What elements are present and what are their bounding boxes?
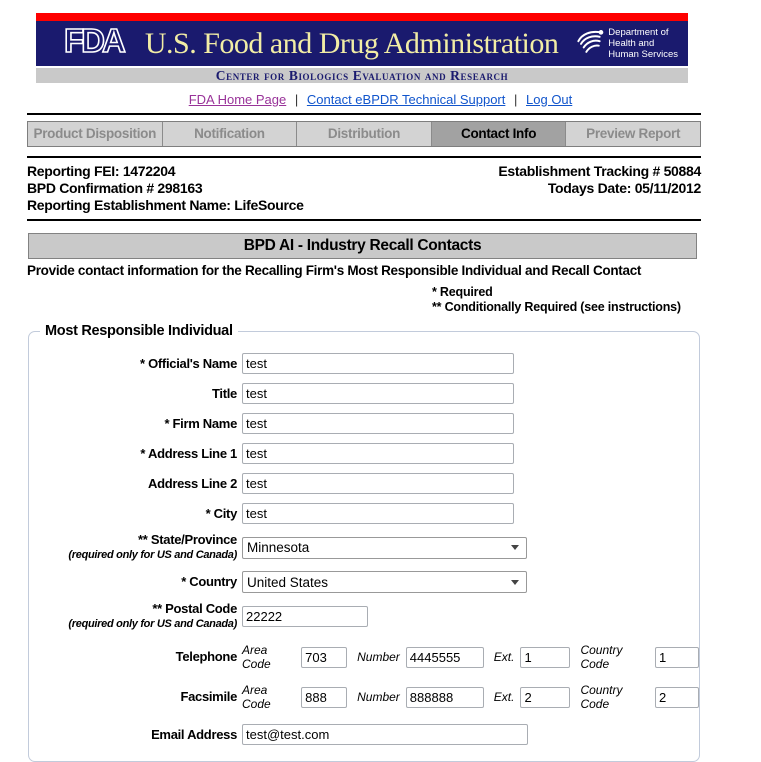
form-row-country: * Country United States [29,571,699,593]
facsimile-ext-input[interactable] [520,686,571,708]
required-notes: * Required ** Conditionally Required (se… [432,285,761,315]
svg-text:FDA: FDA [64,24,125,58]
city-input[interactable] [242,503,514,524]
facsimile-label: Facsimile [180,689,237,704]
establishment-tracking: Establishment Tracking # 50884 [498,163,701,179]
fda-banner: FDA U.S. Food and Drug Administration De… [36,21,688,66]
link-separator: | [514,92,518,107]
header-banner: FDA U.S. Food and Drug Administration De… [36,13,688,83]
facsimile-number-label: Number [357,690,400,704]
country-label: * Country [181,574,237,589]
conditionally-required-note: ** Conditionally Required (see instructi… [432,300,681,314]
form-row-email: Email Address [29,724,699,745]
tab-product-disposition[interactable]: Product Disposition [33,126,157,141]
facsimile-area-code-label: Area Code [242,683,271,711]
email-label: Email Address [151,726,237,742]
chevron-down-icon [511,579,519,585]
city-label: * City [205,505,238,521]
telephone-area-code-input[interactable] [301,646,348,668]
firm-name-label: * Firm Name [164,415,237,431]
form-row-state-province: ** State/Province (required only for US … [29,533,699,562]
reporting-fei: Reporting FEI: 1472204 [27,163,176,179]
firm-name-input[interactable] [242,413,514,434]
log-out-link[interactable]: Log Out [526,92,573,107]
state-province-note: (required only for US and Canada) [68,549,237,561]
facsimile-country-code-input[interactable] [655,686,699,708]
telephone-number-label: Number [357,650,400,664]
address-line-2-input[interactable] [242,473,514,494]
tab-distribution[interactable]: Distribution [296,122,431,146]
address-line-1-input[interactable] [242,443,514,464]
telephone-country-code-label: Country Code [580,643,623,671]
form-row-address-line-2: Address Line 2 [29,473,699,494]
reporting-establishment-name: Reporting Establishment Name: LifeSource [27,197,304,213]
telephone-area-code-label: Area Code [242,643,271,671]
hhs-eagle-icon [577,30,604,54]
form-row-postal-code: ** Postal Code (required only for US and… [29,602,699,631]
facsimile-country-code-label: Country Code [580,683,623,711]
red-accent-bar [36,13,688,21]
officials-name-label: * Official's Name [140,355,237,371]
report-info-right: Establishment Tracking # 50884 Todays Da… [498,163,701,214]
nav-links: FDA Home Page | Contact eBPDR Technical … [0,92,761,107]
postal-code-input[interactable] [242,606,368,627]
officials-name-input[interactable] [242,353,514,374]
title-label: Title [212,385,237,401]
divider [27,219,701,221]
divider [27,156,701,158]
state-province-select[interactable]: Minnesota [242,536,527,559]
state-province-selected-value: Minnesota [247,540,310,555]
form-row-officials-name: * Official's Name [29,353,699,374]
tab-contact-info[interactable]: Contact Info [430,122,566,146]
email-input[interactable] [242,724,528,745]
facsimile-number-input[interactable] [405,686,484,708]
form-row-firm-name: * Firm Name [29,413,699,434]
link-separator: | [294,92,299,107]
form-row-facsimile: Facsimile Area Code Number Ext. Country … [29,683,699,711]
telephone-country-code-input[interactable] [655,646,699,668]
telephone-ext-input[interactable] [520,646,571,668]
divider [27,113,701,115]
form-row-address-line-1: * Address Line 1 [29,443,699,464]
state-province-label: ** State/Province (required only for US … [29,533,237,562]
hhs-logo: Department of Health and Human Services [573,27,678,61]
telephone-ext-label: Ext. [493,650,515,664]
cber-subtitle-bar: Center for Biologics Evaluation and Rese… [36,68,688,83]
address-line-2-label: Address Line 2 [148,475,237,491]
tab-preview-report[interactable]: Preview Report [565,122,700,146]
required-note: * Required [432,285,493,299]
chevron-down-icon [511,545,519,550]
fda-home-link[interactable]: FDA Home Page [188,92,287,107]
address-line-1-label: * Address Line 1 [140,445,237,461]
country-selected-value: United States [247,574,329,590]
facsimile-ext-label: Ext. [493,690,515,704]
fieldset-legend: Most Responsible Individual [40,323,238,339]
hhs-text: Department of Health and Human Services [608,26,678,61]
contact-support-link[interactable]: Contact eBPDR Technical Support [306,92,506,107]
title-input[interactable] [242,383,514,404]
instruction-text: Provide contact information for the Reca… [27,263,642,278]
telephone-number-input[interactable] [405,646,484,668]
country-select[interactable]: United States [242,571,527,593]
report-info-left: Reporting FEI: 1472204 BPD Confirmation … [27,163,304,214]
form-row-title: Title [29,383,699,404]
page-title: BPD AI - Industry Recall Contacts [28,233,697,259]
form-row-city: * City [29,503,699,524]
facsimile-area-code-input[interactable] [301,686,348,708]
most-responsible-individual-fieldset: Most Responsible Individual * Official's… [28,323,700,762]
agency-title: U.S. Food and Drug Administration [144,26,559,60]
tab-bar: Product Disposition Notification Distrib… [27,121,701,147]
bpd-confirmation: BPD Confirmation # 298163 [27,180,203,196]
postal-code-label: ** Postal Code (required only for US and… [29,602,237,631]
fda-logo-icon: FDA [62,21,136,63]
telephone-label: Telephone [175,649,238,664]
report-info: Reporting FEI: 1472204 BPD Confirmation … [27,163,701,214]
form-row-telephone: Telephone Area Code Number Ext. Country … [29,643,699,671]
postal-code-note: (required only for US and Canada) [68,618,237,630]
tab-notification[interactable]: Notification [161,122,297,146]
todays-date: Todays Date: 05/11/2012 [547,180,701,196]
